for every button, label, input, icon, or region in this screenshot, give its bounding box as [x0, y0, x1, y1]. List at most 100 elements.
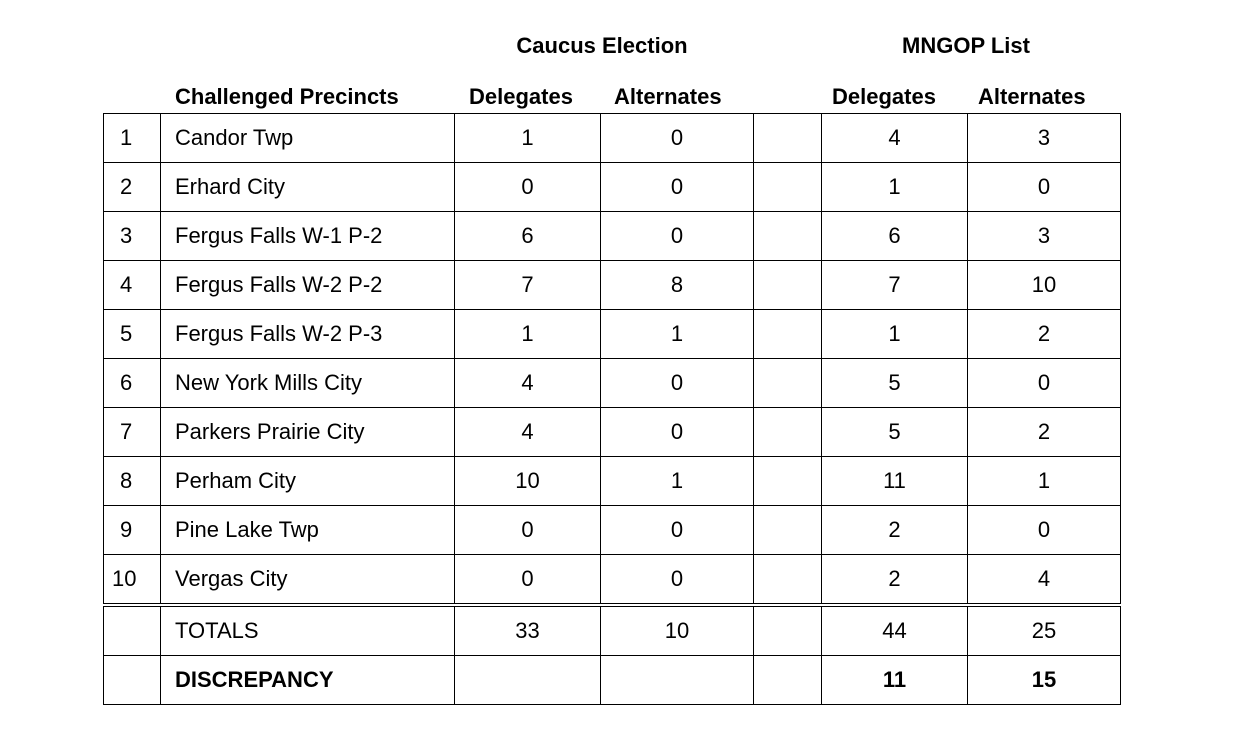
- caucus-delegates-cell: 0: [454, 162, 601, 212]
- precinct-name: Candor Twp: [160, 113, 455, 163]
- caucus-alternates-cell: 0: [600, 211, 754, 261]
- table-row: 5 Fergus Falls W-2 P-3 1 1 1 2: [103, 309, 1121, 359]
- caucus-delegates-cell: 4: [454, 407, 601, 457]
- precinct-name: Parkers Prairie City: [160, 407, 455, 457]
- mngop-delegates-heading: Delegates: [832, 84, 936, 109]
- row-number: 7: [103, 407, 161, 457]
- row-number: 2: [103, 162, 161, 212]
- mngop-alternates-cell: 3: [967, 211, 1121, 261]
- spacer-cell: [753, 260, 822, 310]
- challenged-precincts-heading: Challenged Precincts: [175, 84, 399, 109]
- mngop-delegates-cell: 5: [821, 407, 968, 457]
- mngop-alternates-cell: 2: [967, 309, 1121, 359]
- mngop-delegates-cell: 1: [821, 309, 968, 359]
- caucus-alternates-cell: 1: [600, 309, 754, 359]
- mngop-alternates-heading: Alternates: [978, 84, 1086, 109]
- mngop-alternates-cell: 0: [967, 162, 1121, 212]
- row-number: 3: [103, 211, 161, 261]
- caucus-election-heading: Caucus Election: [516, 33, 688, 58]
- caucus-alternates-cell: 0: [600, 554, 754, 606]
- caucus-delegates-heading: Delegates: [469, 84, 573, 109]
- caucus-delegates-cell: 7: [454, 260, 601, 310]
- caucus-alternates-cell: 1: [600, 456, 754, 506]
- caucus-delegates-cell: 6: [454, 211, 601, 261]
- mngop-alternates-cell: 3: [967, 113, 1121, 163]
- row-number: 4: [103, 260, 161, 310]
- table-row: 7 Parkers Prairie City 4 0 5 2: [103, 407, 1121, 457]
- spacer-cell: [753, 162, 822, 212]
- row-number: 6: [103, 358, 161, 408]
- mngop-delegates-discrepancy: 11: [821, 655, 968, 705]
- row-number: [103, 603, 161, 656]
- mngop-delegates-cell: 6: [821, 211, 968, 261]
- caucus-delegates-cell: 0: [454, 554, 601, 606]
- mngop-delegates-total: 44: [821, 603, 968, 656]
- spacer-cell: [753, 358, 822, 408]
- totals-label: TOTALS: [160, 603, 455, 656]
- precinct-name: Vergas City: [160, 554, 455, 606]
- table-row: 3 Fergus Falls W-1 P-2 6 0 6 3: [103, 211, 1121, 261]
- caucus-delegates-cell: 10: [454, 456, 601, 506]
- spacer-cell: [753, 603, 822, 656]
- mngop-delegates-cell: 4: [821, 113, 968, 163]
- precinct-name: Erhard City: [160, 162, 455, 212]
- mngop-delegates-cell: 1: [821, 162, 968, 212]
- totals-row: TOTALS 33 10 44 25: [103, 603, 1121, 656]
- row-number: 10: [103, 554, 161, 606]
- caucus-alternates-heading: Alternates: [614, 84, 722, 109]
- mngop-alternates-cell: 2: [967, 407, 1121, 457]
- precinct-name: Fergus Falls W-2 P-2: [160, 260, 455, 310]
- spacer-cell: [753, 456, 822, 506]
- spacer-cell: [753, 113, 822, 163]
- row-number: 9: [103, 505, 161, 555]
- mngop-delegates-cell: 5: [821, 358, 968, 408]
- spacer-cell: [753, 407, 822, 457]
- row-number: 8: [103, 456, 161, 506]
- spacer-cell: [753, 309, 822, 359]
- mngop-alternates-cell: 10: [967, 260, 1121, 310]
- caucus-delegates-cell: 1: [454, 113, 601, 163]
- mngop-delegates-cell: 7: [821, 260, 968, 310]
- table-row: 1 Candor Twp 1 0 4 3: [103, 113, 1121, 163]
- spacer-cell: [753, 505, 822, 555]
- precinct-name: Fergus Falls W-2 P-3: [160, 309, 455, 359]
- caucus-alternates-cell: 0: [600, 162, 754, 212]
- caucus-delegates-discrepancy: [454, 655, 601, 705]
- discrepancy-label: DISCREPANCY: [160, 655, 455, 705]
- mngop-alternates-cell: 4: [967, 554, 1121, 606]
- caucus-delegates-cell: 0: [454, 505, 601, 555]
- caucus-alternates-cell: 0: [600, 505, 754, 555]
- mngop-alternates-total: 25: [967, 603, 1121, 656]
- caucus-delegates-cell: 4: [454, 358, 601, 408]
- table-row: 9 Pine Lake Twp 0 0 2 0: [103, 505, 1121, 555]
- row-number: [103, 655, 161, 705]
- caucus-alternates-cell: 0: [600, 407, 754, 457]
- table-row: 2 Erhard City 0 0 1 0: [103, 162, 1121, 212]
- mngop-list-heading: MNGOP List: [902, 33, 1030, 58]
- caucus-alternates-total: 10: [600, 603, 754, 656]
- table-row: 6 New York Mills City 4 0 5 0: [103, 358, 1121, 408]
- spacer-cell: [753, 554, 822, 606]
- spacer-cell: [753, 655, 822, 705]
- table-row: 10 Vergas City 0 0 2 4: [103, 554, 1121, 606]
- mngop-alternates-cell: 0: [967, 358, 1121, 408]
- precinct-table: 1 Candor Twp 1 0 4 3 2 Erhard City 0 0 1…: [103, 113, 1121, 705]
- mngop-delegates-cell: 2: [821, 554, 968, 606]
- row-number: 1: [103, 113, 161, 163]
- table-row: 8 Perham City 10 1 11 1: [103, 456, 1121, 506]
- discrepancy-row: DISCREPANCY 11 15: [103, 655, 1121, 705]
- precinct-name: Pine Lake Twp: [160, 505, 455, 555]
- caucus-alternates-cell: 0: [600, 113, 754, 163]
- spacer-cell: [753, 211, 822, 261]
- mngop-alternates-cell: 1: [967, 456, 1121, 506]
- mngop-delegates-cell: 11: [821, 456, 968, 506]
- mngop-delegates-cell: 2: [821, 505, 968, 555]
- caucus-alternates-cell: 8: [600, 260, 754, 310]
- precinct-name: Fergus Falls W-1 P-2: [160, 211, 455, 261]
- table-row: 4 Fergus Falls W-2 P-2 7 8 7 10: [103, 260, 1121, 310]
- precinct-name: Perham City: [160, 456, 455, 506]
- caucus-alternates-discrepancy: [600, 655, 754, 705]
- caucus-delegates-cell: 1: [454, 309, 601, 359]
- mngop-alternates-discrepancy: 15: [967, 655, 1121, 705]
- row-number: 5: [103, 309, 161, 359]
